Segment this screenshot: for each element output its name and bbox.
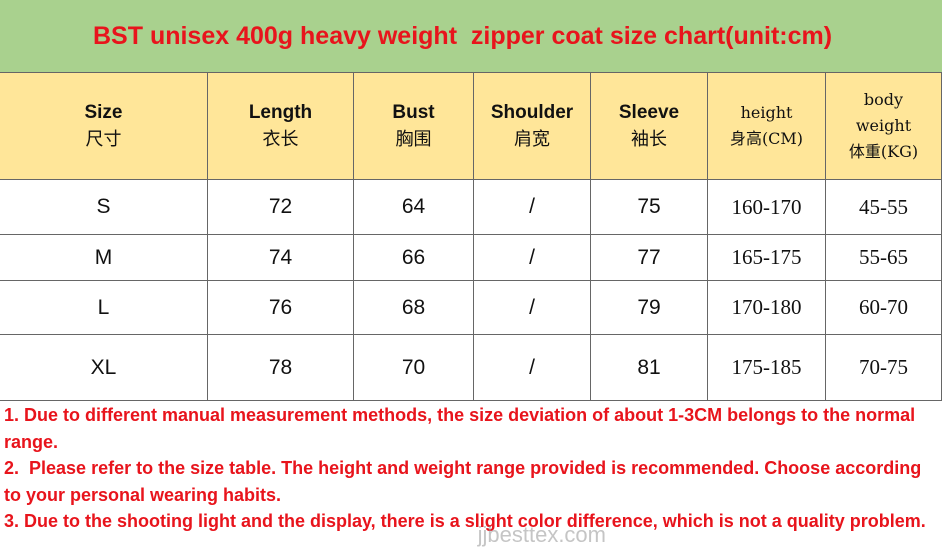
table-cell: 79 [591, 281, 708, 335]
header-cell: height 身高(CM) [708, 73, 826, 180]
table-cell: / [474, 235, 591, 281]
header-cell: body weight 体重(KG) [826, 73, 942, 180]
table-cell: 165-175 [708, 235, 826, 281]
table-cell: 66 [354, 235, 474, 281]
table-cell: 160-170 [708, 180, 826, 235]
table-cell: 70 [354, 335, 474, 401]
table-cell: L [0, 281, 208, 335]
header-text: weight [855, 116, 912, 135]
header-text: Sleeve [618, 102, 680, 123]
header-text: 肩宽 [514, 129, 550, 150]
header-text: height [740, 103, 793, 122]
table-cell: 76 [208, 281, 354, 335]
table-cell: 60-70 [826, 281, 942, 335]
header-text: Shoulder [490, 102, 574, 123]
table-cell: / [474, 180, 591, 235]
header-cell: Sleeve 袖长 [591, 73, 708, 180]
table-cell: S [0, 180, 208, 235]
header-text: Length [248, 102, 313, 123]
table-cell: 74 [208, 235, 354, 281]
header-cell: Length 衣长 [208, 73, 354, 180]
title: BST unisex 400g heavy weight zipper coat… [93, 22, 833, 50]
table-cell: 55-65 [826, 235, 942, 281]
table-cell: 45-55 [826, 180, 942, 235]
header-text: 尺寸 [85, 129, 122, 150]
header-text: 体重(KG) [848, 142, 919, 161]
table-cell: 68 [354, 281, 474, 335]
header-text: 胸围 [395, 129, 432, 150]
note: 1. Due to different manual measurement m… [4, 405, 921, 452]
header-text: body [863, 90, 904, 109]
table-cell: / [474, 281, 591, 335]
header-text: 袖长 [631, 129, 667, 150]
table-cell: 70-75 [826, 335, 942, 401]
header-text: 身高(CM) [729, 129, 804, 148]
table-cell: XL [0, 335, 208, 401]
table-cell: 64 [354, 180, 474, 235]
note: 2. Please refer to the size table. The h… [4, 458, 927, 505]
header-cell: Size 尺寸 [0, 73, 208, 180]
table-cell: 81 [591, 335, 708, 401]
table-cell: 72 [208, 180, 354, 235]
watermark: jjbesttex.com [477, 522, 606, 547]
table-cell: / [474, 335, 591, 401]
header-text: Bust [392, 102, 435, 123]
header-cell: Shoulder 肩宽 [474, 73, 591, 180]
table-cell: 170-180 [708, 281, 826, 335]
header-cell: Bust 胸围 [354, 73, 474, 180]
notes: 1. Due to different manual measurement m… [4, 402, 934, 535]
table-cell: 77 [591, 235, 708, 281]
table-cell: 75 [591, 180, 708, 235]
note: 3. Due to the shooting light and the dis… [4, 511, 926, 531]
table-cell: 78 [208, 335, 354, 401]
header-text: 衣长 [262, 129, 299, 150]
title-bar [0, 0, 942, 73]
table-cell: M [0, 235, 208, 281]
header-text: Size [84, 102, 123, 123]
table-cell: 175-185 [708, 335, 826, 401]
